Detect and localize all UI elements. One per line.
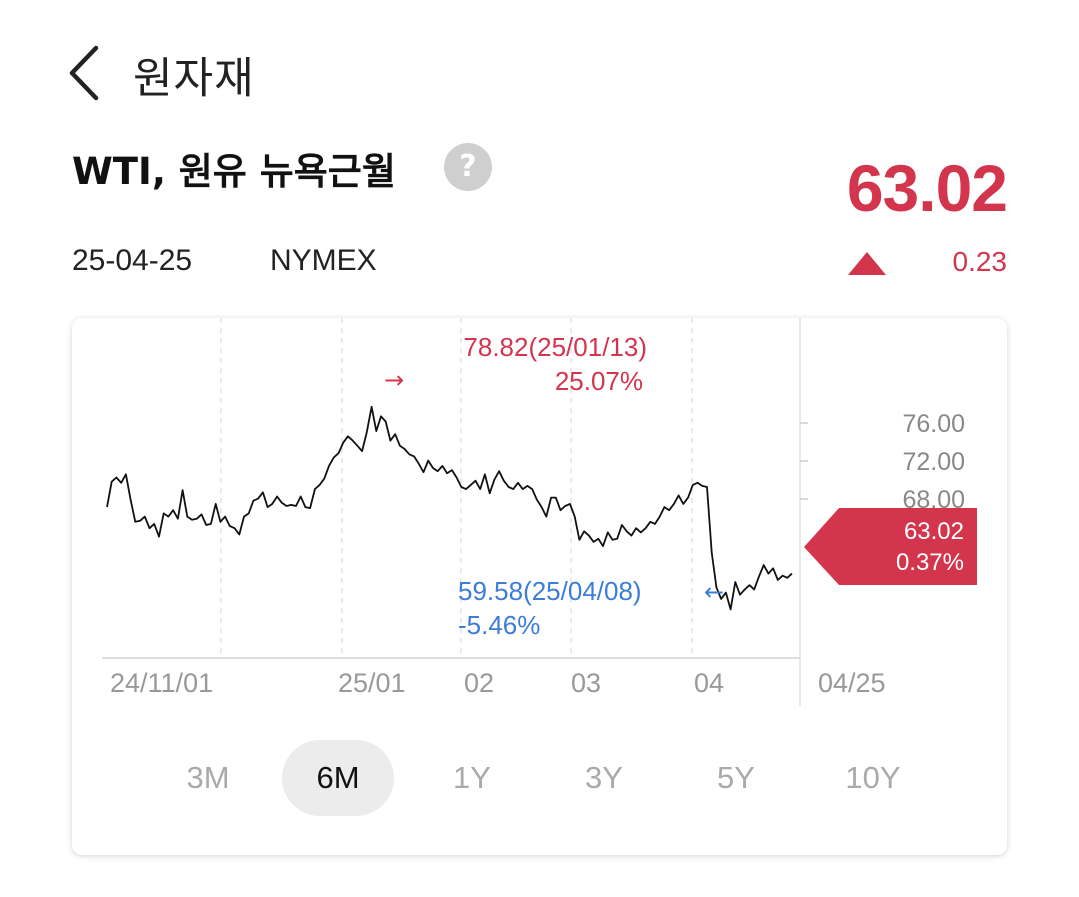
x-tick-label: 04/25: [818, 668, 886, 698]
back-button[interactable]: [62, 42, 112, 104]
current-price-tag-pct: 0.37%: [896, 549, 964, 576]
instrument-name: WTI, 원유 뉴욕근월: [72, 150, 396, 193]
quote-date: 25-04-25: [72, 244, 193, 277]
help-icon[interactable]: ?: [444, 143, 492, 191]
arrow-left-icon: ←: [704, 578, 724, 606]
y-tick-label: 76.00: [902, 410, 965, 438]
x-tick-label: 24/11/01: [110, 668, 213, 698]
x-tick-label: 03: [571, 668, 601, 698]
x-tick-label: 25/01: [338, 668, 406, 698]
current-price-tag: [804, 508, 977, 585]
period-tab-5y[interactable]: 5Y: [717, 760, 755, 795]
page-title: 원자재: [133, 54, 255, 104]
period-tab-6m[interactable]: 6M: [282, 740, 394, 816]
period-tab-10y[interactable]: 10Y: [845, 760, 901, 795]
triangle-up-icon: [848, 252, 886, 275]
low-change-label: -5.46%: [458, 610, 540, 640]
x-tick-label: 02: [464, 668, 494, 698]
price-series-line: [106, 405, 793, 611]
app-header: 원자재: [0, 0, 1079, 140]
period-tab-1y[interactable]: 1Y: [453, 760, 491, 795]
x-tick-label: 04: [694, 668, 724, 698]
current-price-tag-value: 63.02: [904, 518, 964, 545]
y-tick-label: 72.00: [902, 448, 965, 476]
high-change-label: 25.07%: [555, 366, 643, 396]
low-price-label: 59.58(25/04/08): [458, 576, 642, 606]
high-price-label: 78.82(25/01/13): [463, 332, 647, 362]
period-tab-3m[interactable]: 3M: [186, 760, 230, 795]
current-price: 63.02: [846, 151, 1008, 225]
period-selector: 3M 6M 1Y 3Y 5Y 10Y: [72, 740, 1007, 816]
chevron-left-icon: [69, 45, 99, 101]
period-tab-3y[interactable]: 3Y: [585, 760, 623, 795]
price-change: 0.23: [952, 246, 1008, 277]
arrow-right-icon: →: [384, 366, 404, 394]
exchange-name: NYMEX: [270, 244, 377, 277]
chart-card: 76.00 72.00 68.00 24/11/01 25/01 02 03 04 04/25 7…: [72, 318, 1007, 855]
